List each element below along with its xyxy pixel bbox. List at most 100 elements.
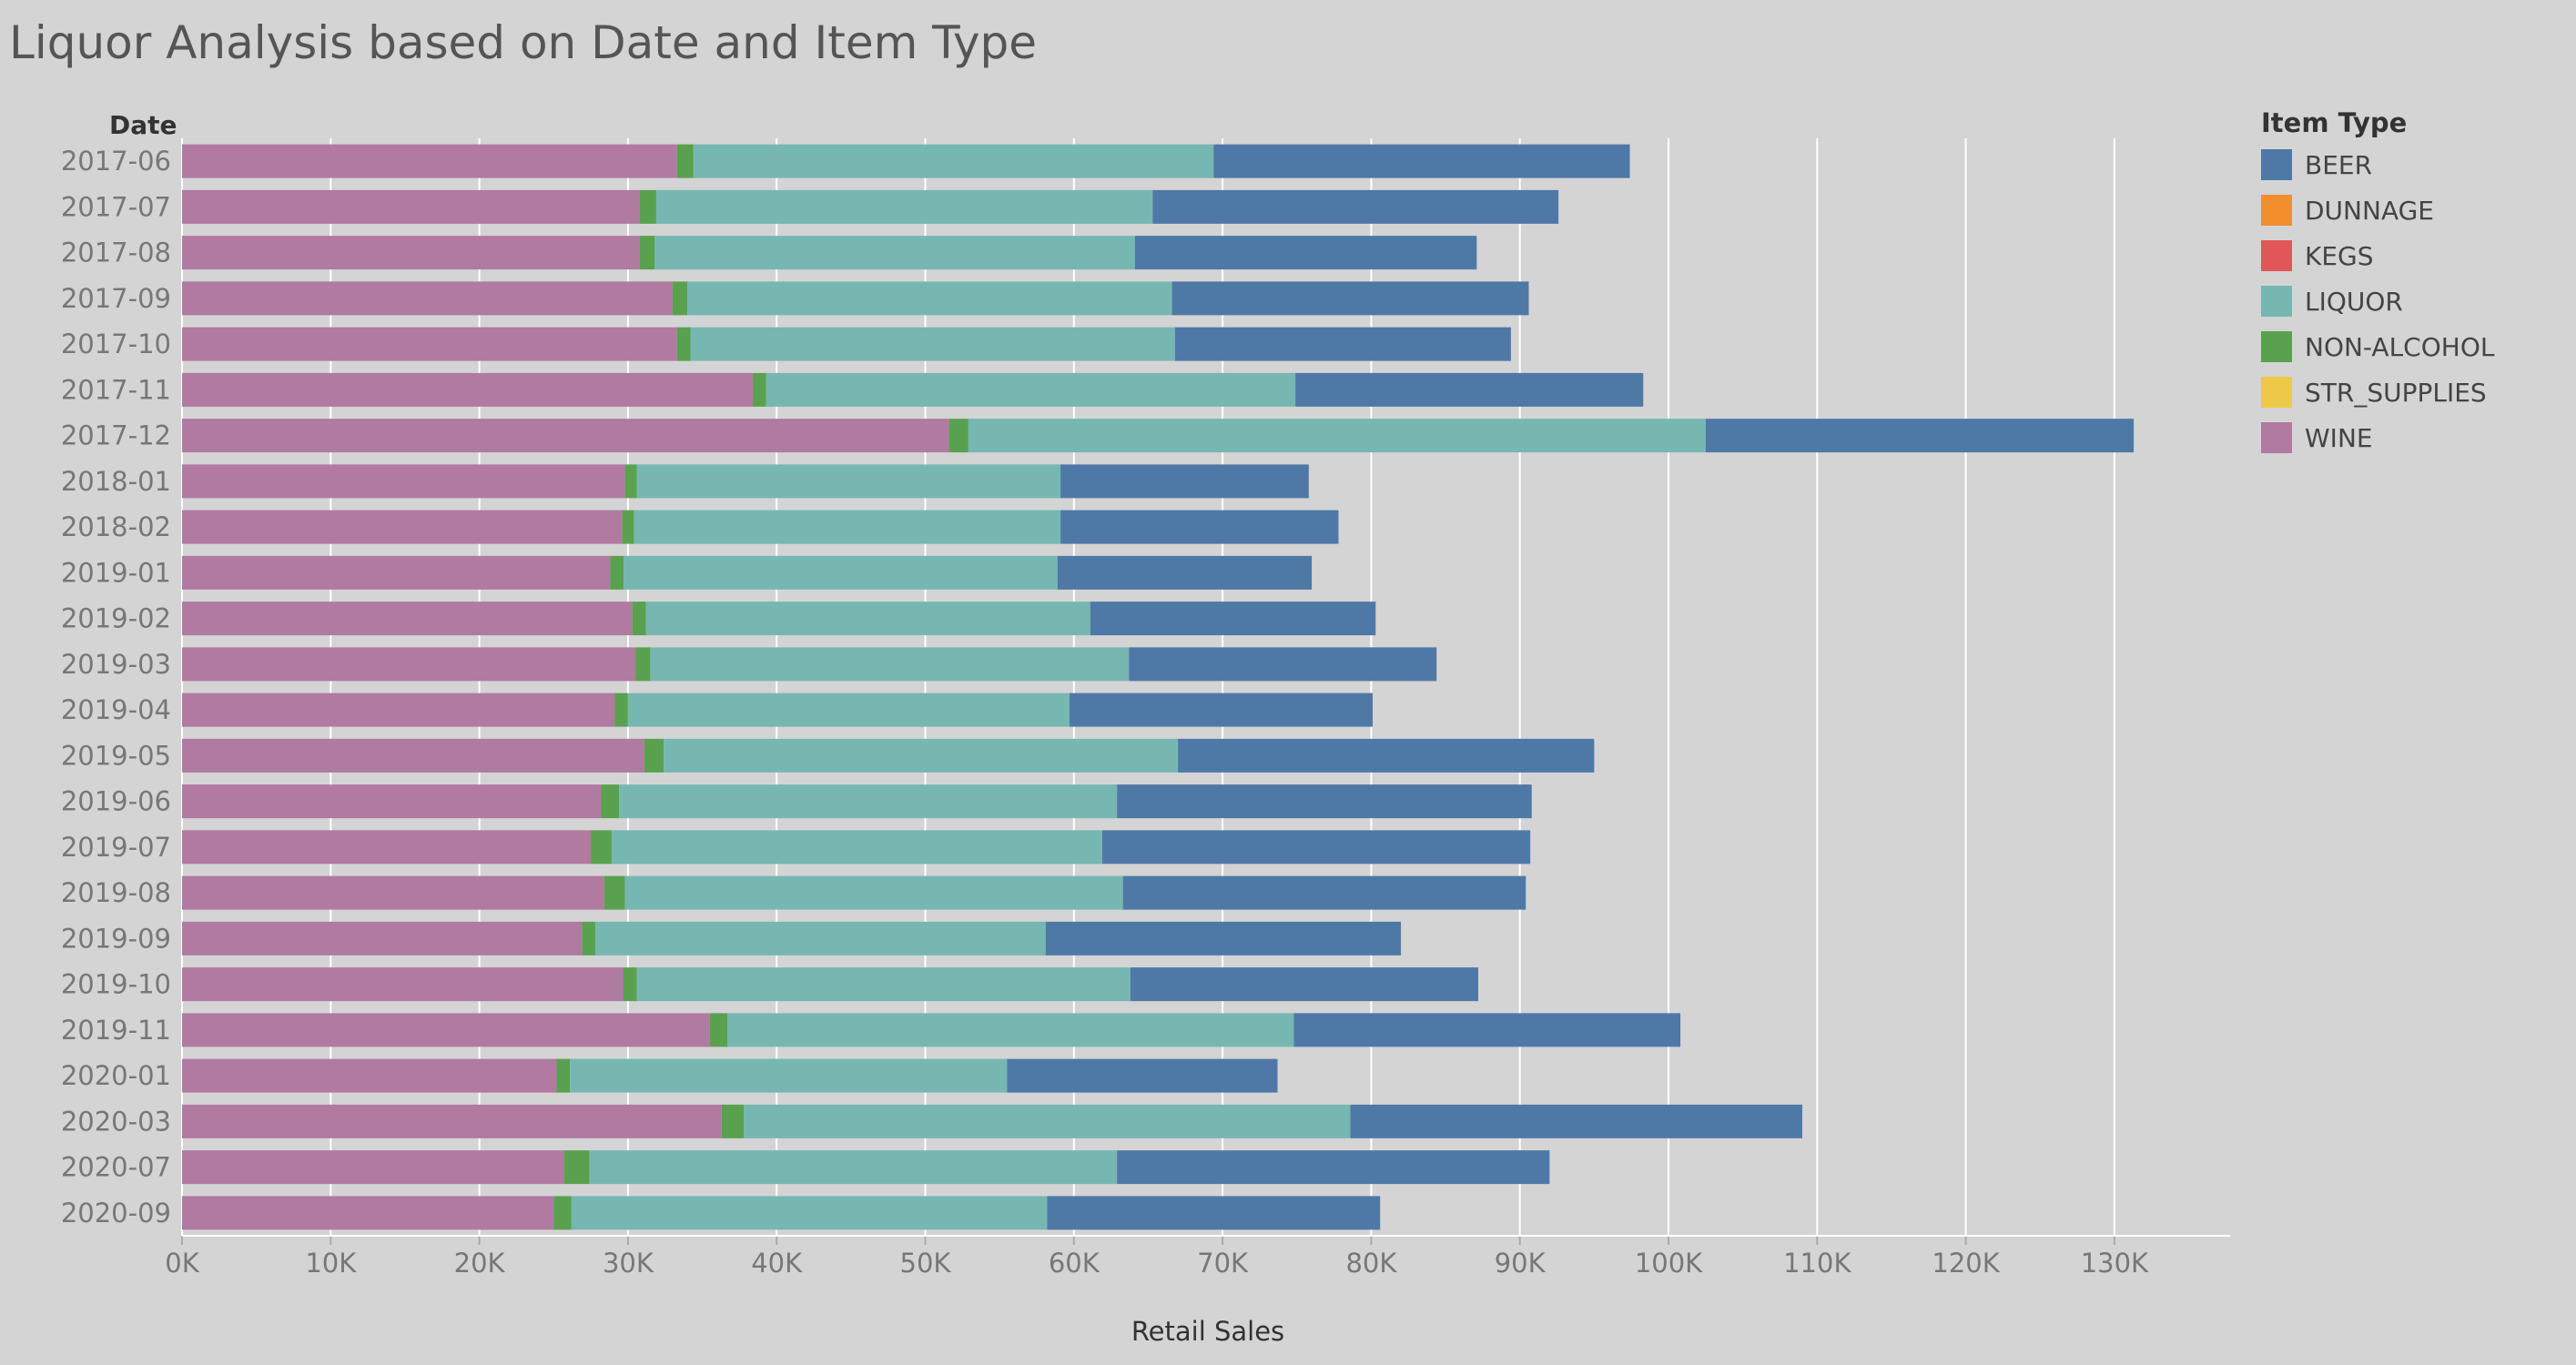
bar-segment-wine[interactable]: 2019-03 WINE: 30500 <box>182 647 636 682</box>
bar-segment-liquor[interactable]: 2019-01 LIQUOR: 29200 <box>624 555 1058 590</box>
bar-segment-wine[interactable]: 2019-04 WINE: 29100 <box>182 693 615 727</box>
bar-segment-non-alcohol[interactable]: 2018-02 NON-ALCOHOL: 800 <box>622 510 634 544</box>
legend-item[interactable]: BEER <box>2261 142 2561 187</box>
bar-segment-wine[interactable]: 2019-10 WINE: 29700 <box>182 967 624 1002</box>
bar-segment-wine[interactable]: 2020-03 WINE: 36300 <box>182 1104 722 1138</box>
bar-segment-wine[interactable]: 2017-09 WINE: 33000 <box>182 281 673 316</box>
bar-segment-beer[interactable]: 2017-09 BEER: 24000 <box>1171 281 1529 316</box>
bar-segment-non-alcohol[interactable]: 2019-01 NON-ALCOHOL: 900 <box>610 555 624 590</box>
bar-segment-wine[interactable]: 2019-09 WINE: 26900 <box>182 921 583 956</box>
bar-segment-beer[interactable]: 2019-10 BEER: 23400 <box>1130 967 1478 1002</box>
bar-segment-liquor[interactable]: 2019-11 LIQUOR: 38100 <box>727 1013 1294 1047</box>
bar-segment-liquor[interactable]: 2018-02 LIQUOR: 28700 <box>634 510 1061 544</box>
bar-segment-beer[interactable]: 2017-12 BEER: 28800 <box>1705 419 2135 453</box>
bar-segment-liquor[interactable]: 2019-07 LIQUOR: 33000 <box>611 830 1102 864</box>
bar-segment-non-alcohol[interactable]: 2017-10 NON-ALCOHOL: 900 <box>676 327 691 361</box>
bar-segment-wine[interactable]: 2018-01 WINE: 29800 <box>182 464 625 499</box>
bar-segment-liquor[interactable]: 2017-08 LIQUOR: 32300 <box>654 236 1135 270</box>
bar-segment-wine[interactable]: 2018-02 WINE: 29600 <box>182 510 623 544</box>
bar-segment-liquor[interactable]: 2019-10 LIQUOR: 33200 <box>636 967 1131 1002</box>
bar-segment-non-alcohol[interactable]: 2017-06 NON-ALCOHOL: 1100 <box>676 144 694 178</box>
bar-segment-liquor[interactable]: 2019-06 LIQUOR: 33500 <box>619 784 1118 819</box>
bar-segment-beer[interactable]: 2020-01 BEER: 18200 <box>1007 1058 1278 1093</box>
bar-segment-wine[interactable]: 2019-01 WINE: 28800 <box>182 555 611 590</box>
bar-segment-non-alcohol[interactable]: 2019-10 NON-ALCOHOL: 900 <box>624 967 637 1002</box>
bar-segment-wine[interactable]: 2020-07 WINE: 25700 <box>182 1150 564 1185</box>
legend-item[interactable]: NON-ALCOHOL <box>2261 324 2561 369</box>
bar-segment-beer[interactable]: 2018-02 BEER: 18700 <box>1060 510 1339 544</box>
bar-segment-liquor[interactable]: 2020-07 LIQUOR: 35500 <box>589 1150 1118 1185</box>
bar-segment-non-alcohol[interactable]: 2017-08 NON-ALCOHOL: 1000 <box>639 236 655 270</box>
bar-segment-wine[interactable]: 2019-06 WINE: 28200 <box>182 784 602 819</box>
bar-segment-non-alcohol[interactable]: 2020-01 NON-ALCOHOL: 900 <box>556 1058 571 1093</box>
bar-segment-beer[interactable]: 2019-03 BEER: 20700 <box>1129 647 1437 682</box>
bar-segment-beer[interactable]: 2019-09 BEER: 23900 <box>1045 921 1402 956</box>
bar-segment-beer[interactable]: 2017-06 BEER: 28000 <box>1213 144 1630 178</box>
bar-segment-beer[interactable]: 2020-07 BEER: 29100 <box>1117 1150 1550 1185</box>
bar-segment-non-alcohol[interactable]: 2019-04 NON-ALCOHOL: 900 <box>614 693 628 727</box>
bar-segment-wine[interactable]: 2019-02 WINE: 30300 <box>182 602 633 636</box>
bar-segment-beer[interactable]: 2018-01 BEER: 16700 <box>1060 464 1309 499</box>
legend-item[interactable]: KEGS <box>2261 233 2561 278</box>
bar-segment-non-alcohol[interactable]: 2018-01 NON-ALCOHOL: 800 <box>624 464 637 499</box>
bar-segment-beer[interactable]: 2019-11 BEER: 26000 <box>1293 1013 1681 1047</box>
bar-segment-non-alcohol[interactable]: 2017-11 NON-ALCOHOL: 900 <box>753 372 766 407</box>
bar-segment-liquor[interactable]: 2020-01 LIQUOR: 29400 <box>570 1058 1008 1093</box>
bar-segment-non-alcohol[interactable]: 2019-07 NON-ALCOHOL: 1400 <box>591 830 612 864</box>
bar-segment-beer[interactable]: 2019-05 BEER: 28000 <box>1178 738 1595 773</box>
bar-segment-liquor[interactable]: 2019-02 LIQUOR: 29900 <box>645 602 1090 636</box>
bar-segment-non-alcohol[interactable]: 2020-07 NON-ALCOHOL: 1700 <box>563 1150 590 1185</box>
bar-segment-beer[interactable]: 2020-03 BEER: 30400 <box>1350 1104 1802 1138</box>
legend-item[interactable]: WINE <box>2261 415 2561 460</box>
bar-segment-liquor[interactable]: 2019-09 LIQUOR: 30300 <box>594 921 1046 956</box>
bar-segment-non-alcohol[interactable]: 2019-09 NON-ALCOHOL: 900 <box>582 921 595 956</box>
bar-segment-liquor[interactable]: 2017-10 LIQUOR: 32600 <box>690 327 1175 361</box>
bar-segment-non-alcohol[interactable]: 2019-05 NON-ALCOHOL: 1300 <box>644 738 664 773</box>
bar-segment-liquor[interactable]: 2017-09 LIQUOR: 32600 <box>687 281 1172 316</box>
bar-segment-beer[interactable]: 2017-07 BEER: 27300 <box>1152 189 1559 224</box>
bar-segment-liquor[interactable]: 2018-01 LIQUOR: 28500 <box>636 464 1061 499</box>
bar-segment-liquor[interactable]: 2019-08 LIQUOR: 33500 <box>624 875 1123 910</box>
legend-item[interactable]: DUNNAGE <box>2261 187 2561 233</box>
bar-segment-liquor[interactable]: 2019-05 LIQUOR: 34600 <box>664 738 1179 773</box>
bar-segment-non-alcohol[interactable]: 2020-03 NON-ALCOHOL: 1500 <box>721 1104 745 1138</box>
bar-segment-beer[interactable]: 2020-09 BEER: 22400 <box>1047 1196 1381 1230</box>
bar-segment-wine[interactable]: 2017-07 WINE: 30800 <box>182 189 640 224</box>
bar-segment-wine[interactable]: 2017-11 WINE: 38400 <box>182 372 754 407</box>
bar-segment-liquor[interactable]: 2019-03 LIQUOR: 32200 <box>650 647 1130 682</box>
bar-segment-non-alcohol[interactable]: 2020-09 NON-ALCOHOL: 1200 <box>553 1196 572 1230</box>
bar-segment-non-alcohol[interactable]: 2019-02 NON-ALCOHOL: 900 <box>632 602 646 636</box>
bar-segment-non-alcohol[interactable]: 2017-07 NON-ALCOHOL: 1100 <box>639 189 656 224</box>
bar-segment-non-alcohol[interactable]: 2019-11 NON-ALCOHOL: 1200 <box>709 1013 728 1047</box>
legend-item[interactable]: LIQUOR <box>2261 278 2561 324</box>
bar-segment-wine[interactable]: 2019-11 WINE: 35500 <box>182 1013 710 1047</box>
bar-segment-non-alcohol[interactable]: 2019-08 NON-ALCOHOL: 1400 <box>603 875 625 910</box>
bar-segment-wine[interactable]: 2020-01 WINE: 25200 <box>182 1058 557 1093</box>
bar-segment-wine[interactable]: 2020-09 WINE: 25000 <box>182 1196 554 1230</box>
bar-segment-beer[interactable]: 2017-11 BEER: 23400 <box>1295 372 1644 407</box>
bar-segment-wine[interactable]: 2019-05 WINE: 31100 <box>182 738 644 773</box>
bar-segment-liquor[interactable]: 2017-11 LIQUOR: 35600 <box>766 372 1296 407</box>
bar-segment-liquor[interactable]: 2020-09 LIQUOR: 32000 <box>571 1196 1048 1230</box>
bar-segment-beer[interactable]: 2019-06 BEER: 27900 <box>1117 784 1532 819</box>
bar-segment-beer[interactable]: 2019-08 BEER: 27100 <box>1122 875 1526 910</box>
bar-segment-liquor[interactable]: 2017-07 LIQUOR: 33400 <box>655 189 1153 224</box>
bar-segment-non-alcohol[interactable]: 2019-03 NON-ALCOHOL: 1000 <box>635 647 651 682</box>
bar-segment-wine[interactable]: 2019-08 WINE: 28400 <box>182 875 604 910</box>
bar-segment-wine[interactable]: 2019-07 WINE: 27500 <box>182 830 592 864</box>
bar-segment-non-alcohol[interactable]: 2017-09 NON-ALCOHOL: 1000 <box>672 281 688 316</box>
bar-segment-beer[interactable]: 2019-04 BEER: 20400 <box>1069 693 1374 727</box>
bar-segment-liquor[interactable]: 2019-04 LIQUOR: 29700 <box>627 693 1070 727</box>
bar-segment-beer[interactable]: 2019-02 BEER: 19200 <box>1090 602 1376 636</box>
bar-segment-non-alcohol[interactable]: 2017-12 NON-ALCOHOL: 1300 <box>948 419 969 453</box>
bar-segment-wine[interactable]: 2017-06 WINE: 33300 <box>182 144 677 178</box>
bar-segment-wine[interactable]: 2017-10 WINE: 33300 <box>182 327 677 361</box>
bar-segment-wine[interactable]: 2017-12 WINE: 51600 <box>182 419 949 453</box>
bar-segment-liquor[interactable]: 2017-06 LIQUOR: 35000 <box>693 144 1214 178</box>
legend-item[interactable]: STR_SUPPLIES <box>2261 369 2561 415</box>
bar-segment-beer[interactable]: 2017-08 BEER: 23000 <box>1134 236 1477 270</box>
bar-segment-non-alcohol[interactable]: 2019-06 NON-ALCOHOL: 1200 <box>601 784 620 819</box>
bar-segment-beer[interactable]: 2017-10 BEER: 22600 <box>1174 327 1511 361</box>
bar-segment-beer[interactable]: 2019-01 BEER: 17100 <box>1057 555 1313 590</box>
bar-segment-liquor[interactable]: 2020-03 LIQUOR: 40800 <box>744 1104 1351 1138</box>
